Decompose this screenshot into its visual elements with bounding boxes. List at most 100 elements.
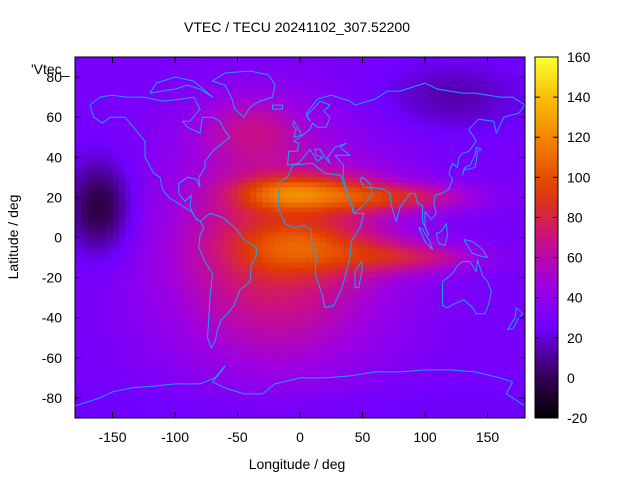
heatmap-cell	[168, 287, 176, 294]
heatmap-cell	[325, 342, 332, 349]
heatmap-cell	[193, 347, 201, 354]
heatmap-cell	[368, 72, 376, 78]
heatmap-cell	[100, 167, 107, 173]
heatmap-cell	[375, 192, 382, 198]
heatmap-cell	[400, 67, 407, 73]
heatmap-cell	[275, 167, 282, 173]
heatmap-cell	[181, 252, 189, 259]
heatmap-cell	[75, 97, 82, 103]
heatmap-cell	[481, 207, 489, 214]
heatmap-cell	[518, 262, 525, 269]
heatmap-cell	[456, 332, 464, 339]
heatmap-cell	[181, 87, 189, 93]
heatmap-cell	[225, 277, 232, 284]
heatmap-cell	[331, 357, 339, 364]
heatmap-cell	[393, 372, 401, 379]
heatmap-cell	[493, 117, 501, 123]
heatmap-cell	[375, 387, 382, 394]
heatmap-cell	[293, 322, 301, 329]
heatmap-cell	[406, 317, 414, 324]
heatmap-cell	[268, 122, 276, 128]
heatmap-cell	[300, 247, 307, 254]
heatmap-cell	[406, 92, 414, 98]
heatmap-cell	[100, 92, 107, 98]
heatmap-cell	[431, 357, 439, 364]
heatmap-cell	[256, 172, 264, 178]
heatmap-cell	[118, 342, 126, 349]
heatmap-cell	[162, 347, 170, 354]
heatmap-cell	[325, 147, 332, 153]
heatmap-cell	[218, 257, 226, 264]
heatmap-cell	[375, 312, 382, 319]
heatmap-cell	[506, 367, 514, 374]
heatmap-cell	[412, 327, 420, 334]
heatmap-cell	[506, 347, 514, 354]
heatmap-cell	[368, 372, 376, 379]
heatmap-cell	[118, 292, 126, 299]
heatmap-cell	[375, 357, 382, 364]
heatmap-cell	[137, 272, 145, 279]
heatmap-cell	[412, 307, 420, 314]
heatmap-cell	[393, 347, 401, 354]
heatmap-cell	[287, 227, 295, 234]
heatmap-cell	[131, 92, 139, 98]
heatmap-cell	[81, 352, 89, 359]
heatmap-cell	[468, 152, 476, 158]
heatmap-cell	[493, 342, 501, 349]
heatmap-cell	[81, 77, 89, 83]
heatmap-cell	[200, 182, 207, 188]
heatmap-cell	[81, 312, 89, 319]
heatmap-cell	[287, 202, 295, 209]
heatmap-cell	[462, 127, 470, 133]
heatmap-cell	[331, 322, 339, 329]
heatmap-cell	[162, 377, 170, 384]
heatmap-cell	[256, 147, 264, 153]
heatmap-cell	[375, 62, 382, 68]
heatmap-cell	[412, 107, 420, 113]
heatmap-cell	[262, 177, 270, 183]
heatmap-cell	[381, 92, 389, 98]
heatmap-cell	[343, 57, 351, 63]
heatmap-cell	[406, 177, 414, 183]
heatmap-cell	[237, 87, 245, 93]
heatmap-cell	[268, 357, 276, 364]
heatmap-cell	[356, 167, 364, 173]
heatmap-cell	[318, 187, 326, 193]
heatmap-cell	[125, 297, 132, 304]
heatmap-cell	[468, 82, 476, 88]
heatmap-cell	[150, 317, 157, 324]
heatmap-cell	[331, 62, 339, 68]
heatmap-cell	[250, 232, 257, 239]
heatmap-cell	[262, 152, 270, 158]
heatmap-cell	[281, 72, 289, 78]
heatmap-cell	[437, 282, 445, 289]
heatmap-cell	[81, 302, 89, 309]
heatmap-cell	[243, 202, 251, 209]
heatmap-cell	[356, 142, 364, 148]
heatmap-cell	[343, 117, 351, 123]
heatmap-cell	[400, 227, 407, 234]
heatmap-cell	[187, 312, 195, 319]
heatmap-cell	[275, 217, 282, 224]
heatmap-cell	[493, 152, 501, 158]
heatmap-cell	[418, 322, 426, 329]
heatmap-cell	[437, 252, 445, 259]
heatmap-cell	[518, 277, 525, 284]
heatmap-cell	[468, 257, 476, 264]
heatmap-cell	[81, 362, 89, 369]
heatmap-cell	[87, 327, 95, 334]
heatmap-cell	[318, 352, 326, 359]
heatmap-cell	[112, 57, 120, 63]
heatmap-cell	[393, 327, 401, 334]
heatmap-cell	[368, 117, 376, 123]
heatmap-cell	[262, 297, 270, 304]
heatmap-cell	[306, 372, 314, 379]
heatmap-cell	[181, 102, 189, 108]
heatmap-cell	[281, 127, 289, 133]
heatmap-cell	[212, 292, 220, 299]
heatmap-cell	[268, 302, 276, 309]
heatmap-cell	[175, 297, 182, 304]
heatmap-cell	[475, 62, 482, 68]
heatmap-cell	[256, 372, 264, 379]
heatmap-cell	[400, 162, 407, 168]
